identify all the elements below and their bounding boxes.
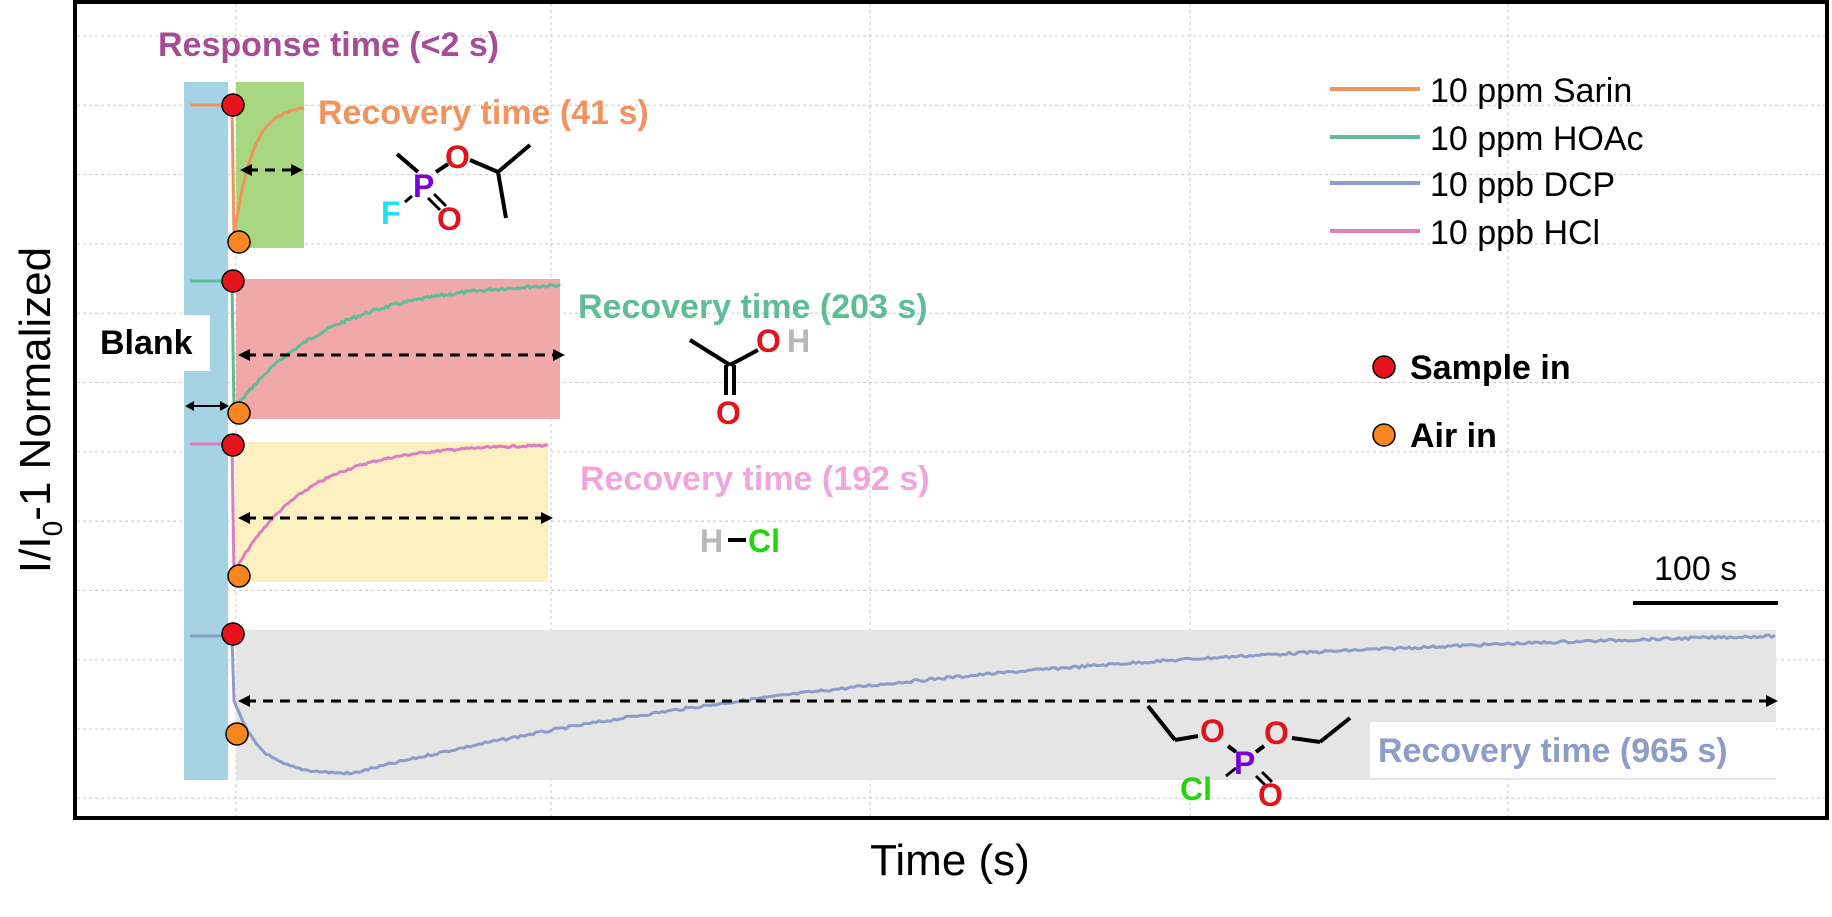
legend-label-hcl: 10 ppb HCl	[1430, 214, 1600, 252]
sarin-recovery-region	[236, 82, 304, 248]
hoac-o-atom-1: O	[756, 323, 781, 359]
air-in-marker-5	[227, 564, 251, 588]
series-curves	[190, 103, 1776, 776]
scale-bar-label: 100 s	[1654, 550, 1737, 588]
hoac-recovery-arrow-left-head	[238, 349, 250, 361]
dcp-recovery-arrow-left-head	[238, 695, 250, 707]
hcl-recovery-arrow-right-head	[541, 512, 553, 524]
sample-in-legend-label: Sample in	[1410, 349, 1571, 387]
hcl-h-atom: H	[700, 523, 723, 559]
sample-in-legend-marker	[1372, 355, 1396, 379]
air-in-legend-label: Air in	[1410, 417, 1497, 455]
sarin-recovery-label: Recovery time (41 s)	[318, 94, 649, 132]
blank-arrow-left-head	[185, 401, 194, 411]
sample-in-marker-6	[221, 622, 245, 646]
sample-in-marker-0	[221, 93, 245, 117]
plot-frame	[73, 0, 1829, 820]
sarin-p-atom: P	[413, 168, 434, 204]
legend-label-hoac: 10 ppm HOAc	[1430, 120, 1644, 158]
x-axis-label: Time (s)	[870, 836, 1030, 885]
hcl-recovery-region	[236, 442, 548, 582]
blank-label: Blank	[100, 324, 193, 362]
y-axis-label-sub: 0	[37, 521, 68, 537]
sarin-f-atom: F	[381, 195, 401, 231]
response-time-label: Response time (<2 s)	[158, 26, 499, 64]
dcp-label-bg	[1370, 722, 1776, 778]
dcp-o-atom-1: O	[1200, 713, 1225, 749]
hcl-recovery-label: Recovery time (192 s)	[580, 460, 930, 498]
recovery-arrows	[238, 164, 1778, 707]
y-axis-label-main: I/I	[11, 536, 60, 573]
dcp-o-atom-3: O	[1258, 777, 1283, 813]
sarin-recovery-arrow-left-head	[240, 164, 252, 176]
dcp-recovery-label: Recovery time (965 s)	[1378, 732, 1728, 770]
sample-in-marker-2	[221, 269, 245, 293]
y-axis-label: I/I0-1 Normalized	[11, 247, 68, 573]
legend-label-dcp: 10 ppb DCP	[1430, 166, 1615, 204]
dcp-o-atom-2: O	[1264, 715, 1289, 751]
hoac-recovery-label: Recovery time (203 s)	[578, 288, 928, 326]
hoac-recovery-region	[236, 279, 560, 419]
air-in-marker-1	[227, 230, 251, 254]
hcl-molecule: H Cl	[700, 523, 780, 559]
blank-label-bg	[90, 315, 210, 371]
legend: 10 ppm Sarin 10 ppm HOAc 10 ppb DCP 10 p…	[1330, 72, 1644, 252]
curve-10-ppm-hoac	[190, 279, 561, 416]
curve-10-ppm-sarin	[190, 103, 305, 239]
air-in-marker-7	[225, 722, 249, 746]
air-in-marker-3	[227, 401, 251, 425]
hoac-h-atom: H	[787, 323, 810, 359]
dcp-recovery-arrow-right-head	[1766, 695, 1778, 707]
blank-arrow-right-head	[220, 401, 229, 411]
y-axis-label-rest: -1 Normalized	[11, 247, 60, 521]
legend-label-sarin: 10 ppm Sarin	[1430, 72, 1632, 110]
sarin-recovery-arrow-right-head	[291, 164, 303, 176]
air-in-legend-marker	[1372, 423, 1396, 447]
curve-10-ppb-dcp	[190, 633, 1776, 776]
hcl-cl-atom: Cl	[748, 523, 780, 559]
event-markers	[221, 93, 251, 746]
hcl-recovery-arrow-left-head	[238, 512, 250, 524]
dcp-molecule: O P O O Cl	[1146, 704, 1352, 813]
dcp-p-atom: P	[1234, 745, 1255, 781]
curve-10-ppb-hcl	[190, 442, 549, 579]
hoac-molecule: O H O	[688, 323, 810, 431]
dcp-cl-atom: Cl	[1180, 771, 1212, 807]
hoac-recovery-arrow-right-head	[553, 349, 565, 361]
sarin-o-atom-2: O	[437, 201, 462, 237]
hoac-o-atom-2: O	[716, 395, 741, 431]
sarin-o-atom-1: O	[445, 139, 470, 175]
blank-region	[184, 82, 228, 780]
sample-in-marker-4	[221, 433, 245, 457]
sarin-molecule: P O O F	[381, 139, 532, 237]
